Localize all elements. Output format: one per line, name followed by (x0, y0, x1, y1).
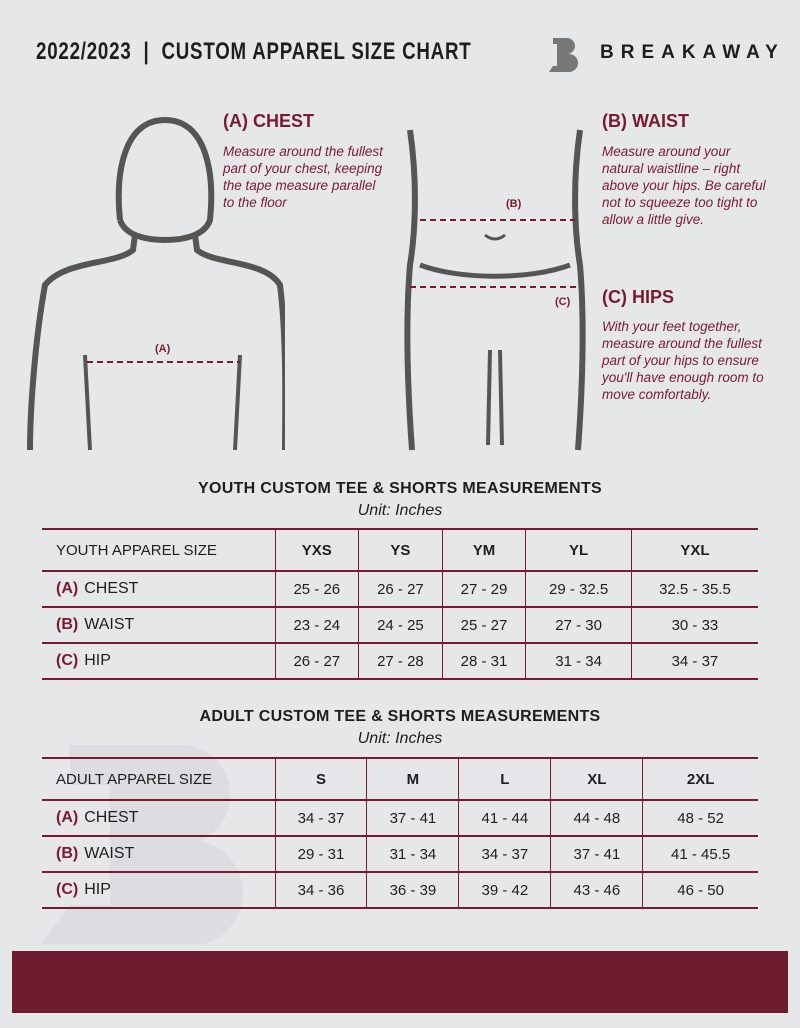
header-row: ADULT APPAREL SIZE S M L XL 2XL (42, 757, 758, 801)
measurement-code: (B) (56, 616, 79, 633)
measurement-value: 34 - 36 (274, 871, 367, 909)
measurement-value: 24 - 25 (358, 606, 443, 644)
size-header: 2XL (642, 757, 758, 801)
measurement-label: (B) WAIST (42, 835, 275, 873)
measurement-name: CHEST (84, 580, 139, 597)
measurement-value: 44 - 48 (550, 799, 643, 837)
size-header: YXL (630, 528, 758, 572)
measurement-value: 30 - 33 (630, 606, 758, 644)
size-header: YXS (274, 528, 359, 572)
measurement-label: (B) WAIST (42, 606, 275, 644)
hips-heading: (C) HIPS (602, 287, 674, 307)
hips-marker: (C) (555, 296, 571, 308)
measurement-code: (C) (56, 652, 79, 669)
measurement-value: 34 - 37 (274, 799, 367, 837)
measurement-value: 27 - 30 (525, 606, 632, 644)
measurement-name: WAIST (84, 616, 135, 633)
page-title: 2022/2023 | CUSTOM APPAREL SIZE CHART (36, 38, 472, 65)
waist-marker: (B) (506, 198, 522, 210)
size-header: YL (525, 528, 632, 572)
measurement-code: (A) (56, 580, 79, 597)
table-row: (B) WAIST 23 - 24 24 - 25 25 - 27 27 - 30 30 -… (42, 606, 758, 644)
measurement-value: 25 - 27 (441, 606, 526, 644)
measurement-value: 46 - 50 (642, 871, 758, 909)
adult-unit: Unit: Inches (357, 730, 443, 747)
youth-size-table: YOUTH APPAREL SIZE YXS YS YM YL YXL (A) CHEST 25… (42, 528, 758, 680)
measurement-value: 28 - 31 (441, 642, 526, 680)
measurement-value: 31 - 34 (525, 642, 632, 680)
youth-unit: Unit: Inches (357, 502, 443, 519)
hips-description: With your feet together, measure around … (602, 319, 764, 402)
measurement-value: 29 - 31 (274, 835, 367, 873)
measurement-value: 43 - 46 (550, 871, 643, 909)
measurement-label: (C) HIP (42, 642, 275, 680)
footer-bar (12, 951, 788, 1013)
measurement-value: 25 - 26 (274, 570, 359, 608)
adult-size-table: ADULT APPAREL SIZE S M L XL 2XL (A) CHEST 34 - 3… (42, 757, 758, 909)
adult-table-title: ADULT CUSTOM TEE & SHORTS MEASUREMENTS (199, 708, 601, 725)
measurement-value: 37 - 41 (366, 799, 459, 837)
measurement-value: 34 - 37 (458, 835, 551, 873)
measurement-value: 23 - 24 (274, 606, 359, 644)
waist-description: Measure around your natural waistline – … (602, 144, 766, 227)
chest-heading: (A) CHEST (223, 111, 314, 131)
header-row: YOUTH APPAREL SIZE YXS YS YM YL YXL (42, 528, 758, 572)
measurement-value: 41 - 45.5 (642, 835, 758, 873)
measurement-value: 41 - 44 (458, 799, 551, 837)
breakaway-logo-icon (549, 38, 578, 72)
size-header: M (366, 757, 459, 801)
youth-table-title: YOUTH CUSTOM TEE & SHORTS MEASUREMENTS (197, 480, 603, 497)
measurement-value: 48 - 52 (642, 799, 758, 837)
measurement-value: 29 - 32.5 (525, 570, 632, 608)
size-header: YM (441, 528, 526, 572)
table-row: (C) HIP 34 - 36 36 - 39 39 - 42 43 - 46 46 - 5… (42, 871, 758, 909)
measurement-value: 27 - 29 (441, 570, 526, 608)
brand-name: BREAKAWAY (600, 42, 785, 63)
lower-body-figure (404, 129, 586, 451)
table-row: (C) HIP 26 - 27 27 - 28 28 - 31 31 - 34 34 - 3… (42, 642, 758, 680)
measurement-value: 36 - 39 (366, 871, 459, 909)
measurement-value: 26 - 27 (274, 642, 359, 680)
measurement-value: 39 - 42 (458, 871, 551, 909)
size-label: ADULT APPAREL SIZE (42, 757, 275, 801)
measurement-name: HIP (84, 881, 111, 898)
measurement-code: (C) (56, 881, 79, 898)
measurement-name: HIP (84, 652, 111, 669)
chest-description: Measure around the fullest part of your … (223, 144, 383, 210)
measurement-label: (C) HIP (42, 871, 275, 909)
size-header: XL (550, 757, 643, 801)
measurement-value: 26 - 27 (358, 570, 443, 608)
measurement-value: 31 - 34 (366, 835, 459, 873)
table-row: (A) CHEST 25 - 26 26 - 27 27 - 29 29 - 32.5 32… (42, 570, 758, 608)
measurement-value: 34 - 37 (630, 642, 758, 680)
size-header: L (458, 757, 551, 801)
size-header: S (274, 757, 367, 801)
measurement-value: 32.5 - 35.5 (630, 570, 758, 608)
size-label: YOUTH APPAREL SIZE (42, 528, 275, 572)
measurement-label: (A) CHEST (42, 570, 275, 608)
table-row: (B) WAIST 29 - 31 31 - 34 34 - 37 37 - 41 41 -… (42, 835, 758, 873)
chest-marker: (A) (155, 343, 171, 355)
measurement-label: (A) CHEST (42, 799, 275, 837)
measurement-name: CHEST (84, 809, 139, 826)
measurement-code: (B) (56, 845, 79, 862)
measurement-code: (A) (56, 809, 79, 826)
measurement-value: 37 - 41 (550, 835, 643, 873)
waist-heading: (B) WAIST (602, 111, 689, 131)
measurement-value: 27 - 28 (358, 642, 443, 680)
measurement-name: WAIST (84, 845, 135, 862)
table-row: (A) CHEST 34 - 37 37 - 41 41 - 44 44 - 48 48 -… (42, 799, 758, 837)
upper-body-figure (27, 116, 285, 451)
size-header: YS (358, 528, 443, 572)
